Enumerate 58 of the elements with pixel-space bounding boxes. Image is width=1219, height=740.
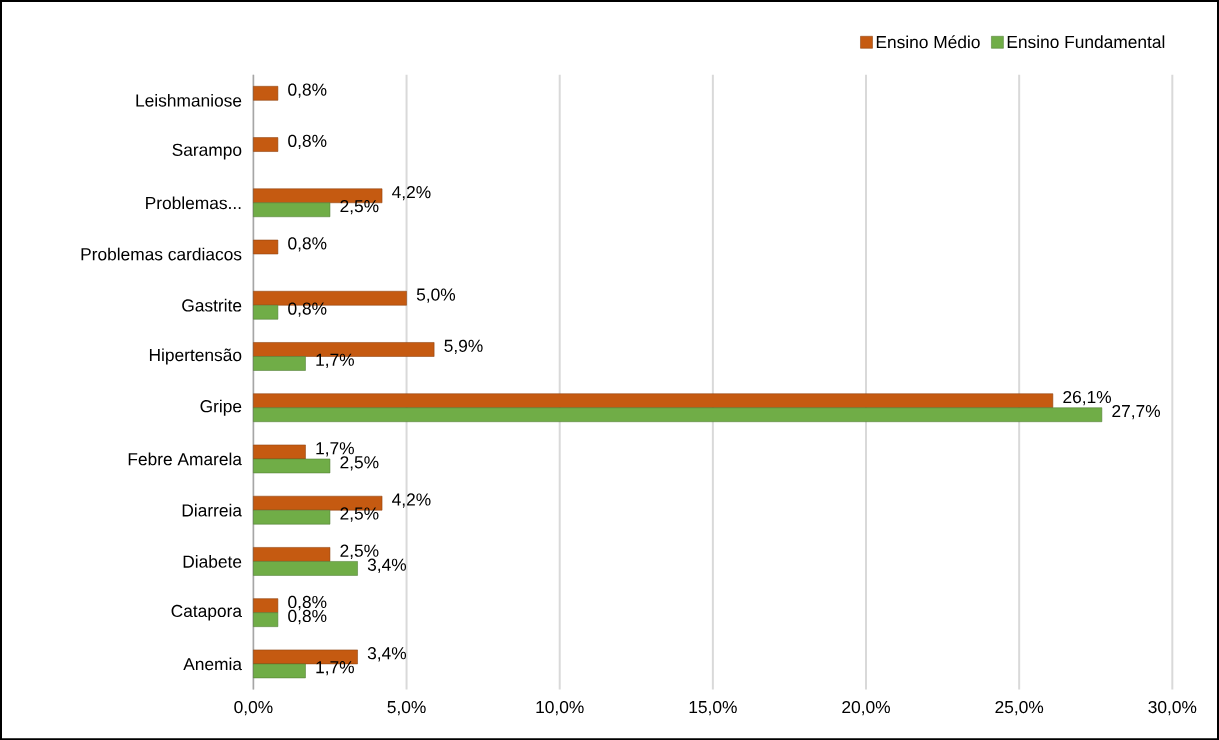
y-tick-label: Febre Amarela xyxy=(128,452,242,466)
data-label: 27,7% xyxy=(1112,404,1161,420)
bar xyxy=(253,547,331,562)
data-label: 3,4% xyxy=(367,558,407,573)
bar xyxy=(253,663,306,679)
y-tick-label: Anemia xyxy=(183,657,243,671)
y-tick-label: Catapora xyxy=(171,604,243,621)
data-label: 1,7% xyxy=(316,442,354,457)
data-label: 26,1% xyxy=(1063,390,1112,406)
bar xyxy=(253,458,331,474)
x-tick-label: 0,0% xyxy=(234,700,273,716)
data-label: 0,8% xyxy=(288,609,327,625)
legend-label: Ensino Médio xyxy=(876,35,980,49)
y-tick-label: Sarampo xyxy=(172,143,242,160)
data-label: 2,5% xyxy=(340,507,379,522)
bar xyxy=(253,444,306,460)
x-tick-label: 5,0% xyxy=(387,700,426,716)
data-label: 2,5% xyxy=(340,199,379,215)
bar xyxy=(253,304,279,320)
x-tick-label: 10,0% xyxy=(536,700,584,716)
y-tick-label: Gripe xyxy=(200,399,242,416)
bar xyxy=(253,509,331,525)
x-tick-label: 20,0% xyxy=(842,700,890,716)
x-tick-label: 25,0% xyxy=(995,700,1044,716)
x-tick-label: 30,0% xyxy=(1148,700,1197,716)
data-label: 0,8% xyxy=(288,302,327,317)
data-label: 1,7% xyxy=(316,353,354,368)
y-tick-label: Hipertensão xyxy=(149,348,242,365)
bar xyxy=(253,202,331,217)
data-label: 0,8% xyxy=(288,595,327,611)
data-label: 4,2% xyxy=(392,185,431,201)
data-label: 2,5% xyxy=(340,544,379,559)
y-tick-label: Gastrite xyxy=(182,298,242,312)
bar xyxy=(253,393,1054,408)
data-label: 5,9% xyxy=(444,339,483,354)
bar xyxy=(253,137,279,152)
bar xyxy=(253,598,279,613)
bar xyxy=(253,407,1103,422)
bar xyxy=(253,85,279,101)
bar xyxy=(253,561,358,576)
bar xyxy=(253,239,279,255)
data-label: 0,8% xyxy=(288,83,327,98)
y-tick-label: Diabete xyxy=(183,554,242,568)
data-label: 0,8% xyxy=(288,237,327,252)
y-tick-label: Problemas cardiacos xyxy=(81,247,242,261)
y-tick-label: Problemas... xyxy=(146,196,241,210)
data-label: 4,2% xyxy=(392,493,431,508)
y-tick-label: Diarreia xyxy=(182,503,243,517)
data-label: 5,0% xyxy=(416,288,456,303)
data-label: 0,8% xyxy=(288,134,327,149)
bar xyxy=(253,612,279,627)
data-label: 2,5% xyxy=(340,456,379,471)
y-tick-label: Leishmaniose xyxy=(136,93,242,107)
bar xyxy=(253,356,306,371)
x-tick-label: 15,0% xyxy=(689,700,737,716)
data-label: 1,7% xyxy=(316,661,354,676)
legend-label: Ensino Fundamental xyxy=(1007,35,1165,49)
data-label: 3,4% xyxy=(367,646,407,662)
